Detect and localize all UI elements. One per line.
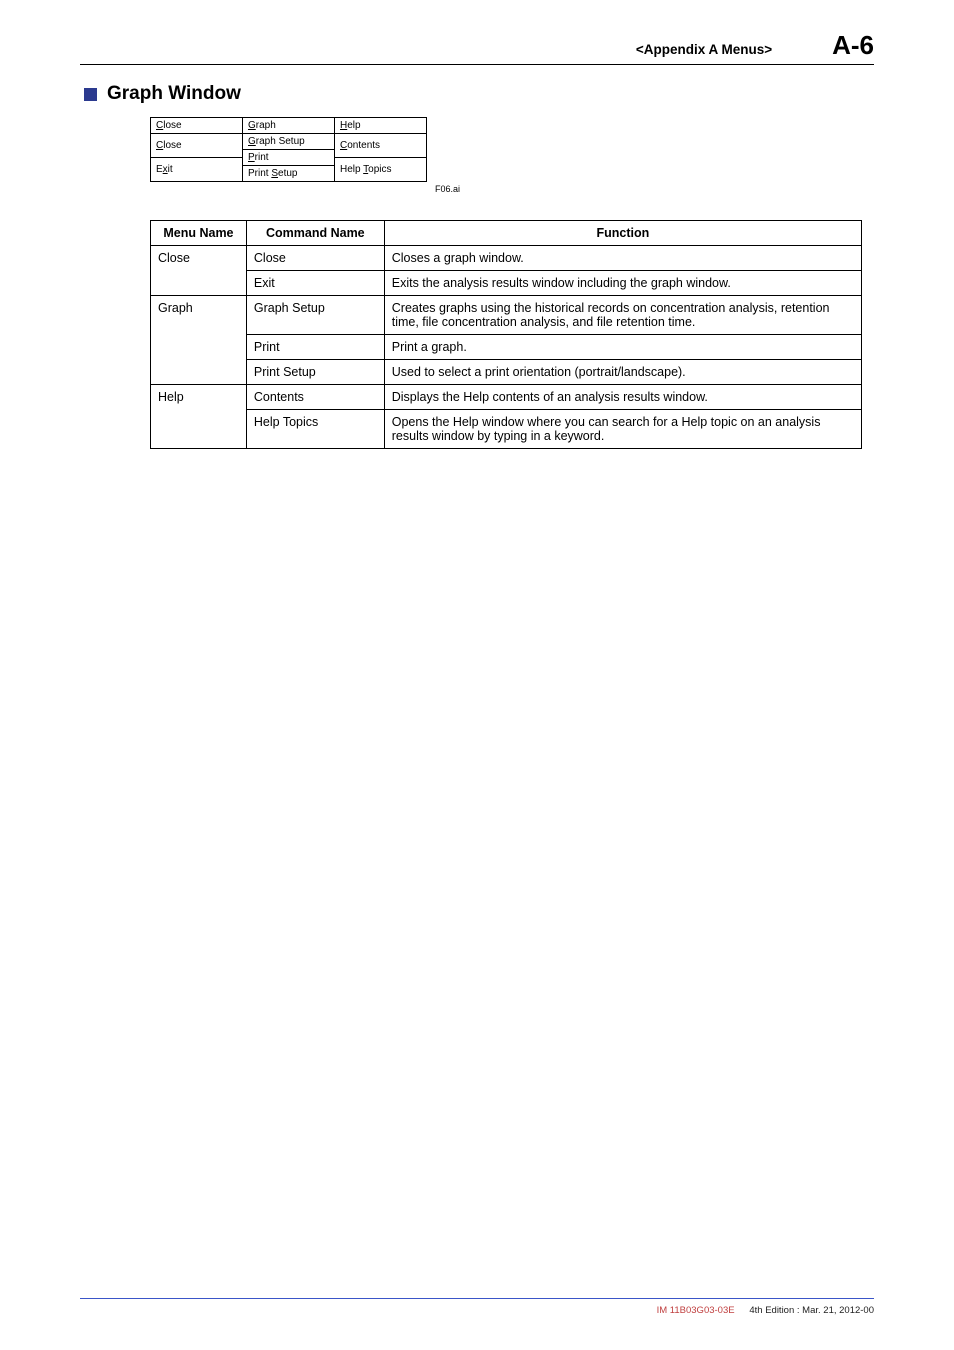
th-function: Function	[384, 221, 861, 246]
table-row: Print Setup Used to select a print orien…	[151, 360, 862, 385]
submenu-graph-setup: Graph Setup	[243, 134, 335, 150]
submenu-print-setup: Print Setup	[243, 166, 335, 182]
square-bullet-icon	[84, 88, 97, 101]
page-footer: IM 11B03G03-03E 4th Edition : Mar. 21, 2…	[80, 1298, 874, 1316]
cell-cmd: Help Topics	[246, 410, 384, 449]
menu-diagram: Close Graph Help Close Exit Graph Setup …	[150, 117, 460, 194]
table-row: Print Print a graph.	[151, 335, 862, 360]
header-section-label: <Appendix A Menus>	[636, 42, 772, 57]
cell-cmd: Close	[246, 246, 384, 271]
command-reference-table: Menu Name Command Name Function Close Cl…	[150, 220, 862, 449]
footer-doc-id: IM 11B03G03-03E	[657, 1305, 735, 1316]
cell-fn: Print a graph.	[384, 335, 861, 360]
menu-graph: Graph	[243, 118, 335, 134]
cell-cmd: Graph Setup	[246, 296, 384, 335]
table-row: Exit Exits the analysis results window i…	[151, 271, 862, 296]
cell-fn: Opens the Help window where you can sear…	[384, 410, 861, 449]
table-header-row: Menu Name Command Name Function	[151, 221, 862, 246]
th-menu-name: Menu Name	[151, 221, 247, 246]
graph-submenu: Graph Setup Print Print Setup	[242, 133, 335, 182]
cell-fn: Displays the Help contents of an analysi…	[384, 385, 861, 410]
menu-close: Close	[151, 118, 243, 134]
footer-edition: 4th Edition : Mar. 21, 2012-00	[749, 1305, 874, 1316]
diagram-caption: F06.ai	[150, 184, 460, 194]
table-row: Help Topics Opens the Help window where …	[151, 410, 862, 449]
submenu-exit: Exit	[151, 158, 243, 182]
header-page-number: A-6	[832, 30, 874, 61]
page-header: <Appendix A Menus> A-6	[80, 30, 874, 65]
cell-cmd: Print Setup	[246, 360, 384, 385]
cell-menu: Graph	[151, 296, 247, 385]
section-title: Graph Window	[107, 83, 241, 105]
table-row: Help Contents Displays the Help contents…	[151, 385, 862, 410]
help-submenu: Contents Help Topics	[334, 133, 427, 182]
submenu-contents: Contents	[335, 134, 427, 158]
submenu-print: Print	[243, 150, 335, 166]
th-command-name: Command Name	[246, 221, 384, 246]
cell-menu: Close	[151, 246, 247, 296]
cell-cmd: Exit	[246, 271, 384, 296]
cell-fn: Used to select a print orientation (port…	[384, 360, 861, 385]
close-submenu: Close Exit	[150, 133, 243, 182]
submenu-help-topics: Help Topics	[335, 158, 427, 182]
table-row: Graph Graph Setup Creates graphs using t…	[151, 296, 862, 335]
menu-help: Help	[335, 118, 427, 134]
section-heading: Graph Window	[84, 83, 874, 105]
cell-cmd: Print	[246, 335, 384, 360]
menu-bar-row: Close Graph Help	[150, 117, 427, 134]
submenu-close: Close	[151, 134, 243, 158]
cell-cmd: Contents	[246, 385, 384, 410]
cell-fn: Exits the analysis results window includ…	[384, 271, 861, 296]
cell-fn: Closes a graph window.	[384, 246, 861, 271]
cell-menu: Help	[151, 385, 247, 449]
table-row: Close Close Closes a graph window.	[151, 246, 862, 271]
cell-fn: Creates graphs using the historical reco…	[384, 296, 861, 335]
